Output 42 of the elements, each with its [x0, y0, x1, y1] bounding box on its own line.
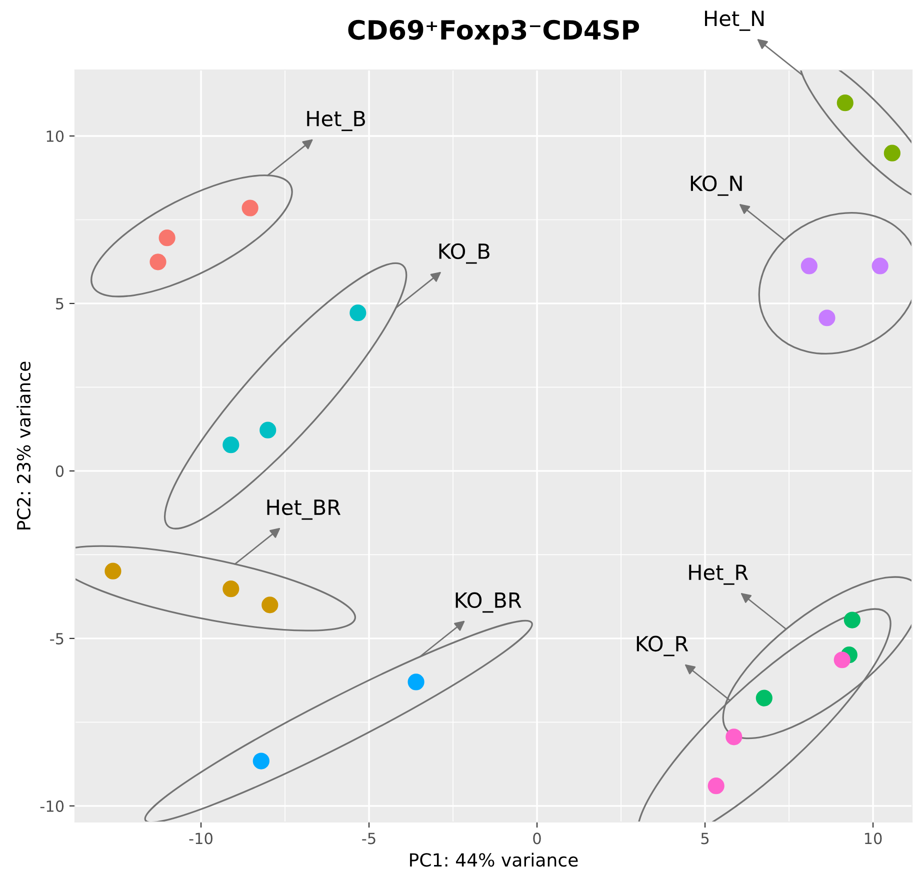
- x-axis-title: PC1: 44% variance: [410, 852, 578, 867]
- point: [350, 304, 366, 322]
- point: [158, 230, 176, 246]
- point: [884, 144, 900, 162]
- x-tick-label: 10: [864, 832, 882, 844]
- y-tick-label: -10: [40, 800, 64, 812]
- point: [260, 422, 276, 438]
- y-tick-label: 10: [46, 130, 64, 142]
- x-tick-label: 0: [533, 832, 541, 844]
- point: [408, 674, 424, 690]
- point: [800, 258, 818, 274]
- x-tick-label: -10: [189, 832, 212, 844]
- point: [834, 652, 850, 668]
- x-tick-label: -5: [362, 832, 376, 844]
- text: Het_N: [705, 10, 764, 31]
- point: [844, 612, 860, 628]
- annotation: Het_BR: [267, 500, 340, 520]
- point: [756, 690, 772, 706]
- x-tick-label: 5: [701, 832, 709, 844]
- point: [836, 94, 854, 112]
- point: [104, 562, 122, 580]
- point: [242, 200, 258, 216]
- point: [150, 254, 166, 270]
- point: [818, 310, 836, 326]
- point: [222, 580, 240, 598]
- annotation: KO_R: [636, 636, 688, 656]
- annotation: Het_B: [307, 110, 366, 132]
- y-tick-label: 5: [56, 298, 64, 310]
- chart-title: CD69⁺Foxp3⁻CD4SP: [348, 20, 640, 45]
- point: [726, 728, 742, 746]
- y-tick-label: -5: [50, 633, 64, 644]
- y-axis-title: PC2: 23% variance: [16, 362, 31, 530]
- y-tick-label: 0: [56, 465, 64, 477]
- point: [252, 752, 270, 770]
- point: [262, 596, 278, 614]
- annotation: Het_R: [689, 564, 748, 585]
- annotation: KO_BR: [456, 592, 522, 613]
- point: [222, 436, 240, 454]
- point: [708, 778, 724, 794]
- point: [872, 258, 888, 274]
- annotation: KO_B: [439, 243, 490, 264]
- annotation: KO_N: [690, 175, 742, 196]
